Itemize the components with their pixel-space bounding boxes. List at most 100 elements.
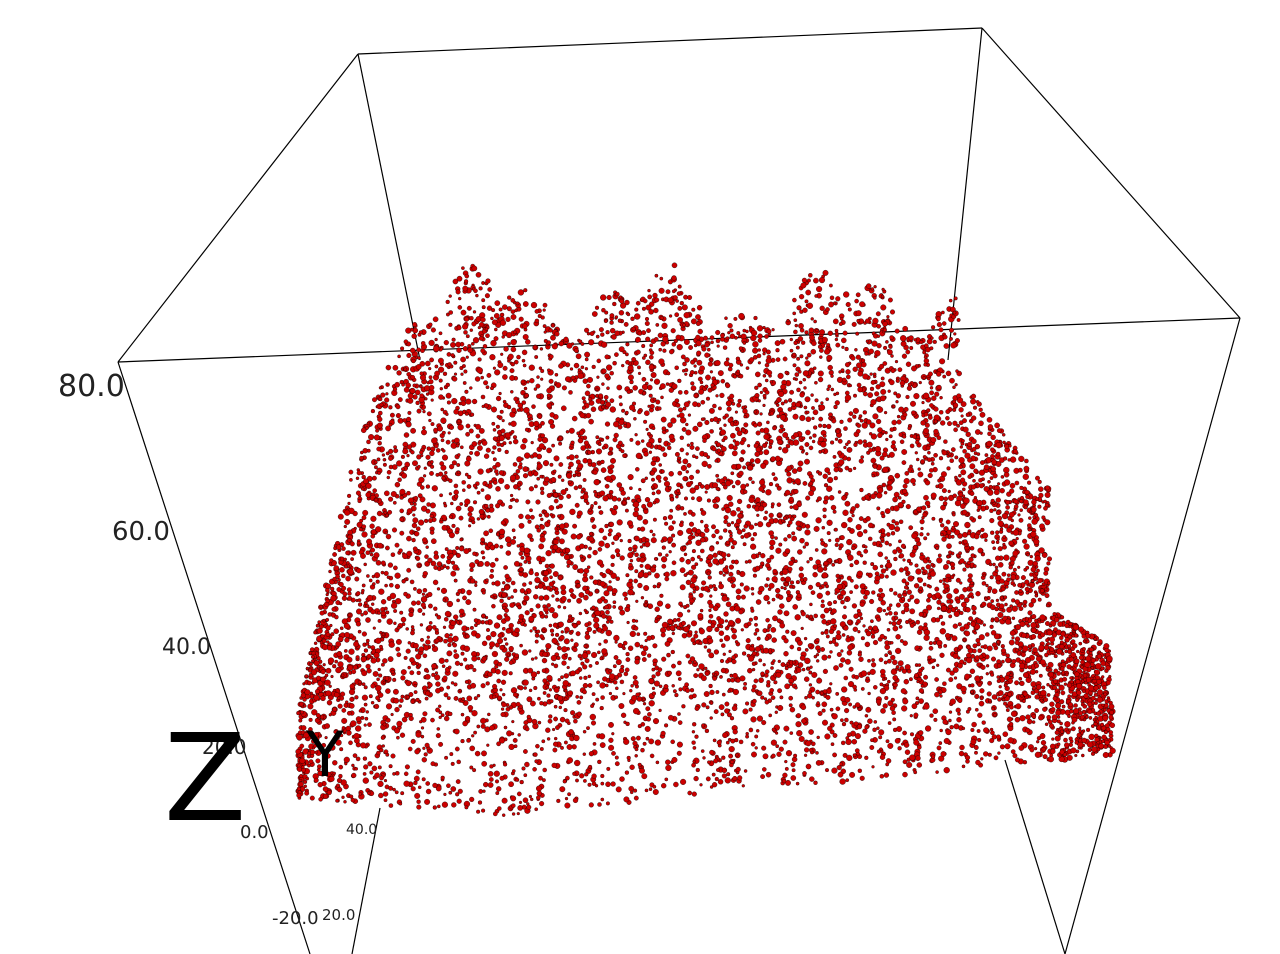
point-cloud-point bbox=[733, 729, 738, 734]
point-cloud-point bbox=[704, 645, 707, 648]
point-cloud-point bbox=[748, 477, 752, 481]
point-cloud-point bbox=[396, 405, 400, 409]
point-cloud-point bbox=[1110, 748, 1116, 754]
point-cloud-point bbox=[656, 323, 659, 326]
point-cloud-point bbox=[799, 736, 805, 742]
point-cloud-point bbox=[485, 484, 488, 487]
point-cloud-point bbox=[897, 420, 902, 425]
point-cloud-point bbox=[829, 495, 834, 500]
point-cloud-point bbox=[934, 392, 939, 397]
point-cloud-point bbox=[852, 739, 857, 744]
point-cloud-point bbox=[586, 502, 589, 505]
point-cloud-point bbox=[684, 497, 688, 501]
point-cloud-point bbox=[575, 455, 579, 459]
point-cloud-point bbox=[749, 708, 753, 712]
point-cloud-point bbox=[652, 675, 656, 679]
point-cloud-point bbox=[411, 786, 416, 791]
point-cloud-point bbox=[871, 399, 877, 405]
point-cloud-point bbox=[390, 593, 396, 599]
point-cloud-point bbox=[567, 744, 572, 749]
point-cloud-point bbox=[576, 534, 581, 539]
point-cloud-point bbox=[931, 493, 937, 499]
point-cloud-point bbox=[426, 670, 429, 673]
point-cloud-point bbox=[681, 465, 687, 471]
point-cloud-point bbox=[960, 626, 965, 631]
point-cloud-point bbox=[454, 683, 458, 687]
point-cloud-point bbox=[651, 537, 657, 543]
point-cloud-point bbox=[951, 566, 955, 570]
point-cloud-point bbox=[828, 302, 833, 307]
point-cloud-point bbox=[722, 693, 725, 696]
point-cloud-point bbox=[685, 688, 689, 692]
point-cloud-point bbox=[1001, 648, 1006, 653]
point-cloud-point bbox=[475, 294, 478, 297]
point-cloud-point bbox=[349, 689, 355, 695]
point-cloud-point bbox=[787, 534, 791, 538]
point-cloud-point bbox=[1003, 702, 1007, 706]
point-cloud-point bbox=[473, 668, 477, 672]
point-cloud-point bbox=[974, 751, 977, 754]
point-cloud-point bbox=[393, 689, 398, 694]
point-cloud-point bbox=[643, 585, 649, 591]
point-cloud-point bbox=[420, 638, 424, 642]
point-cloud-point bbox=[696, 322, 700, 326]
point-cloud-point bbox=[484, 454, 489, 459]
point-cloud-point bbox=[959, 745, 964, 750]
point-cloud-point bbox=[744, 769, 747, 772]
point-cloud-point bbox=[964, 674, 970, 680]
point-cloud-point bbox=[483, 380, 488, 385]
point-cloud-point bbox=[693, 673, 697, 677]
point-cloud-point bbox=[691, 497, 694, 500]
point-cloud-point bbox=[928, 415, 932, 419]
point-cloud-point bbox=[672, 757, 677, 762]
point-cloud-point bbox=[731, 472, 734, 475]
point-cloud-point bbox=[621, 444, 624, 447]
point-cloud-point bbox=[756, 514, 759, 517]
point-cloud-point bbox=[754, 410, 757, 413]
point-cloud-point bbox=[457, 453, 460, 456]
point-cloud-point bbox=[467, 590, 472, 595]
point-cloud-point bbox=[498, 362, 503, 367]
point-cloud-point bbox=[893, 591, 897, 595]
point-cloud-point bbox=[800, 354, 804, 358]
point-cloud-point bbox=[1079, 642, 1082, 645]
point-cloud-point bbox=[615, 641, 618, 644]
point-cloud-point bbox=[675, 452, 680, 457]
point-cloud-point bbox=[816, 560, 821, 565]
point-cloud-point bbox=[715, 627, 720, 632]
point-cloud-point bbox=[596, 376, 599, 379]
point-cloud-point bbox=[367, 722, 371, 726]
point-cloud-point bbox=[569, 588, 574, 593]
point-cloud-point bbox=[799, 573, 804, 578]
point-cloud-point bbox=[827, 520, 833, 526]
point-cloud-point bbox=[572, 524, 577, 529]
point-cloud-point bbox=[902, 772, 907, 777]
point-cloud-point bbox=[524, 686, 527, 689]
point-cloud-point bbox=[412, 460, 418, 466]
point-cloud-point bbox=[551, 663, 554, 666]
point-cloud-point bbox=[955, 383, 958, 386]
point-cloud-point bbox=[974, 745, 978, 749]
point-cloud-point bbox=[636, 453, 642, 459]
point-cloud-point bbox=[835, 296, 840, 301]
point-cloud-point bbox=[421, 430, 427, 436]
point-cloud-point bbox=[949, 299, 952, 302]
point-cloud-point bbox=[665, 429, 668, 432]
point-cloud-point bbox=[566, 494, 571, 499]
point-cloud-point bbox=[953, 624, 958, 629]
point-cloud-point bbox=[842, 614, 847, 619]
point-cloud-point bbox=[625, 360, 629, 364]
point-cloud-point bbox=[741, 628, 744, 631]
point-cloud-point bbox=[942, 375, 945, 378]
point-cloud-point bbox=[741, 595, 746, 600]
point-cloud-point bbox=[451, 786, 456, 791]
point-cloud-point bbox=[712, 773, 716, 777]
point-cloud-point bbox=[477, 725, 480, 728]
point-cloud-point bbox=[645, 337, 650, 342]
point-cloud-point bbox=[1015, 717, 1020, 722]
point-cloud-point bbox=[436, 733, 441, 738]
point-cloud-point bbox=[933, 709, 938, 714]
point-cloud-point bbox=[964, 498, 970, 504]
point-cloud-point bbox=[411, 739, 416, 744]
